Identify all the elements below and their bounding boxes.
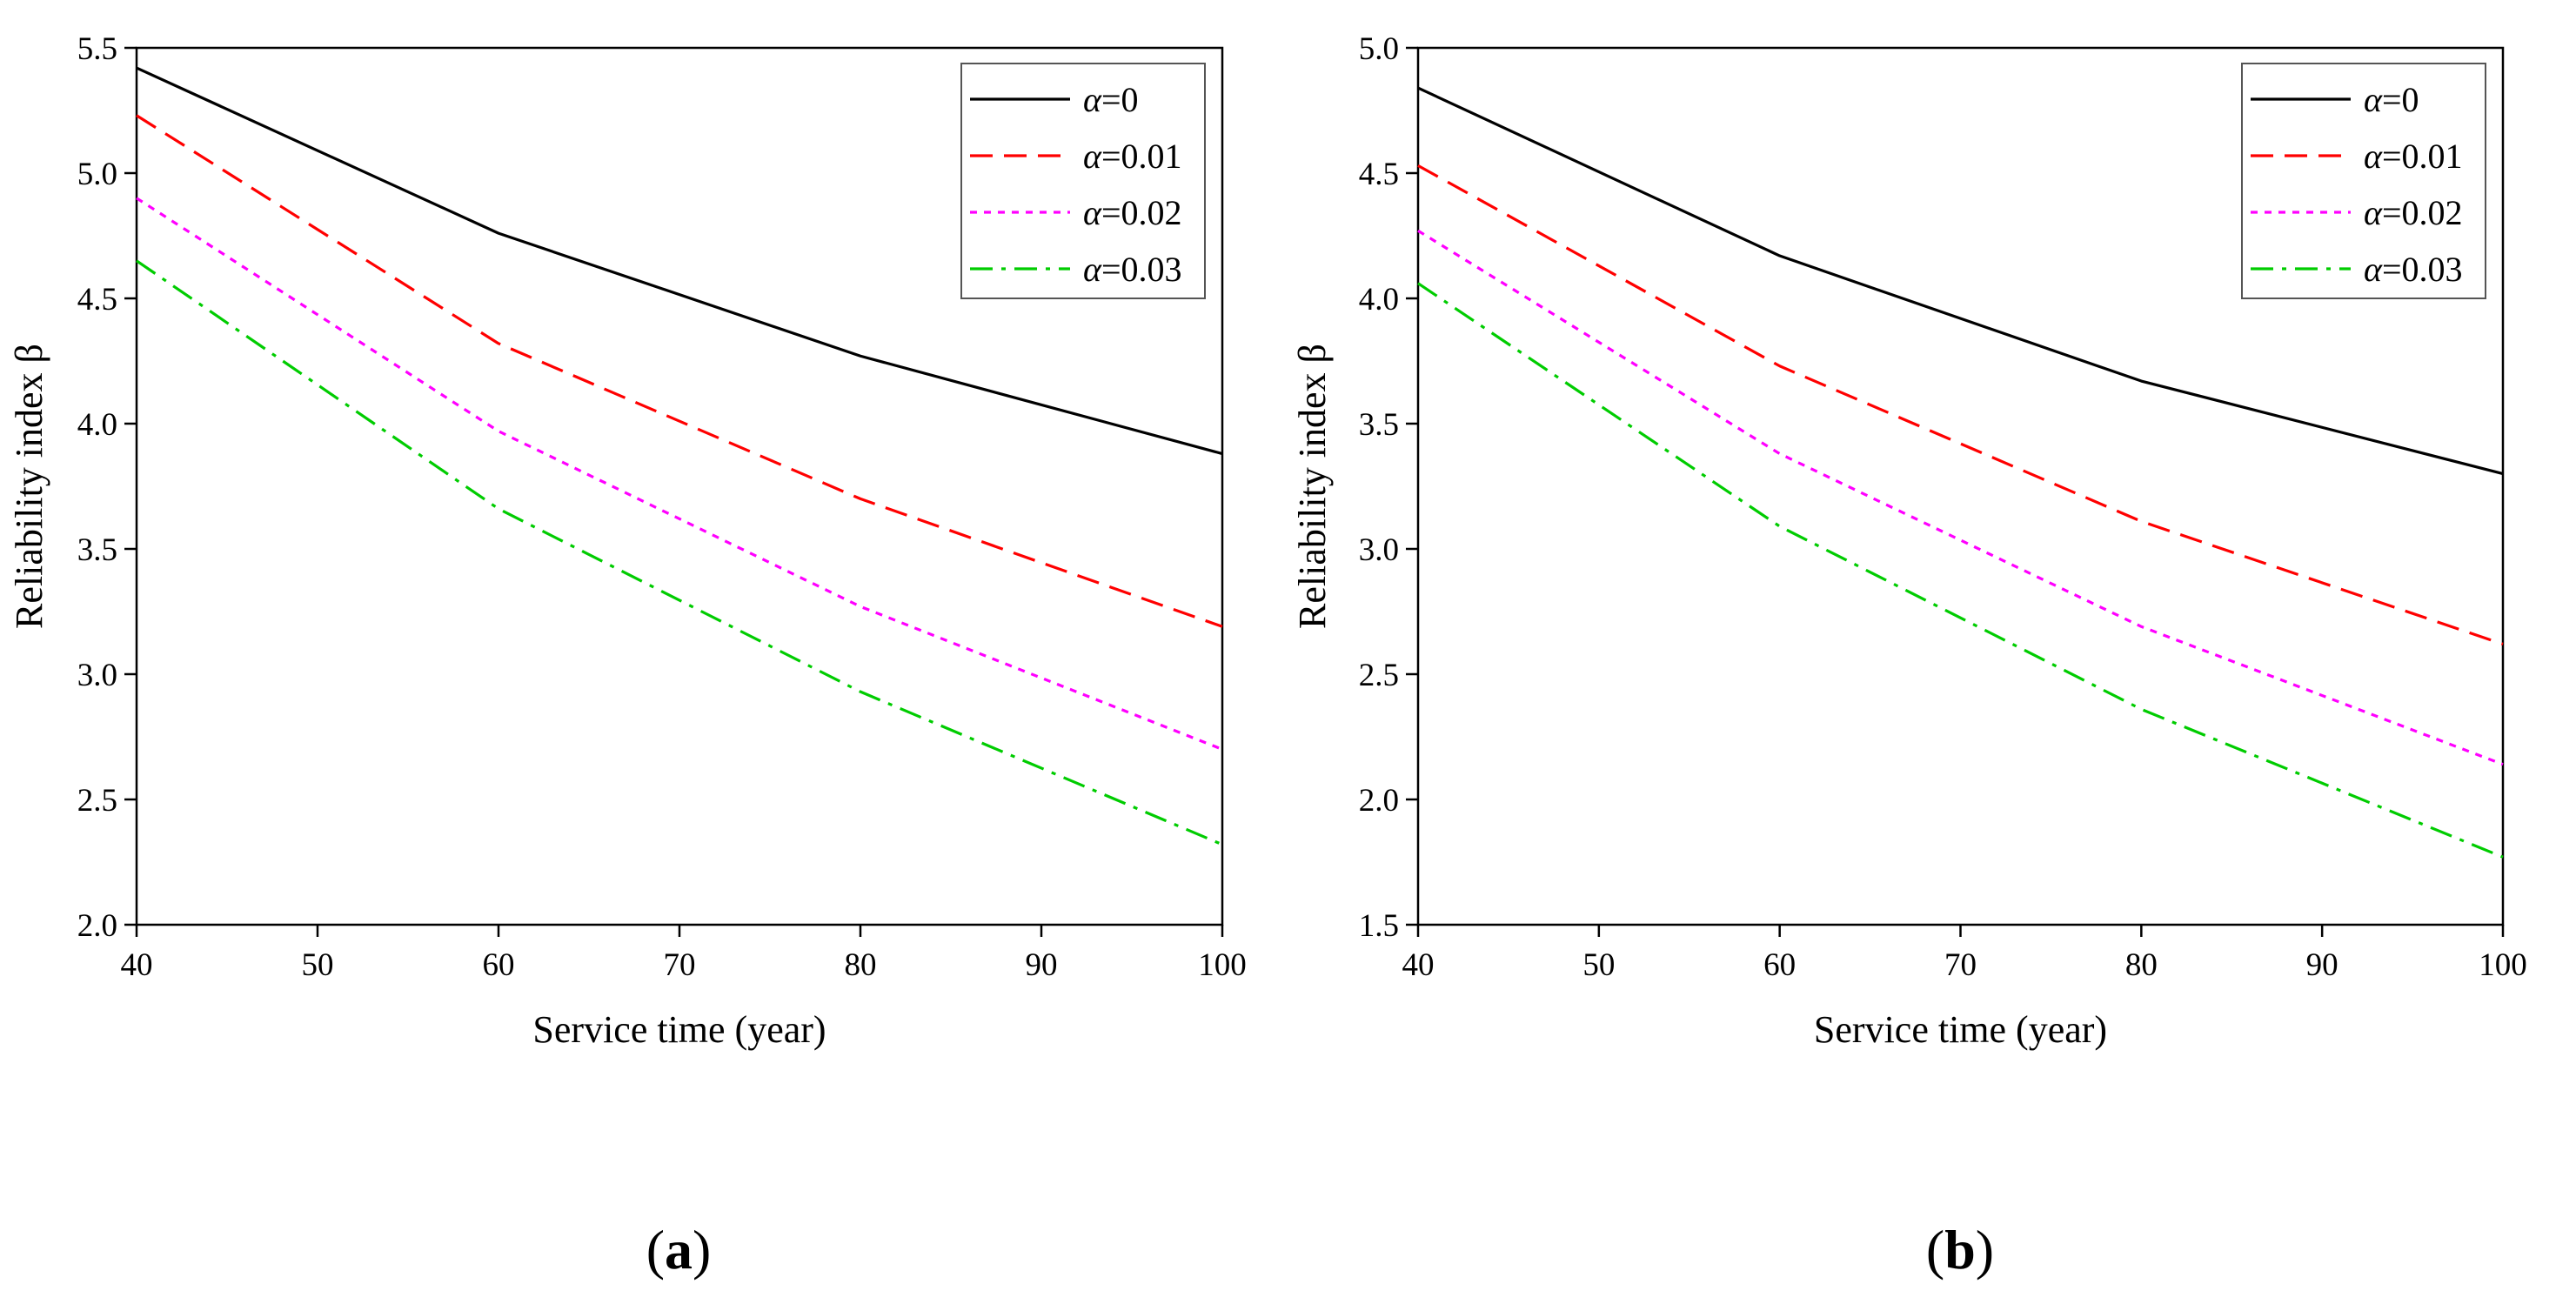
x-tick-label: 70 (664, 947, 696, 983)
legend-value: =0.03 (1101, 250, 1182, 289)
legend-value: =0.01 (2382, 137, 2463, 176)
legend-entry: α=0.02 (1083, 193, 1182, 232)
series-line-alpha-0.03 (136, 259, 1223, 846)
legend-greek: α (1083, 137, 1102, 176)
y-tick-label: 2.0 (77, 908, 117, 944)
legend-greek: α (1083, 80, 1102, 119)
x-axis-label: Service time (year) (1814, 1008, 2107, 1051)
x-tick-label: 60 (1763, 947, 1796, 983)
x-tick-label: 70 (1944, 947, 1977, 983)
x-axis-label: Service time (year) (532, 1008, 826, 1051)
y-tick-label: 5.0 (1359, 31, 1399, 67)
y-axis-label: Reliability index β (1291, 344, 1334, 629)
legend-greek: α (2364, 193, 2383, 232)
y-tick-label: 4.5 (77, 282, 117, 318)
legend: α=0α=0.01α=0.02α=0.03 (2241, 63, 2486, 299)
x-tick-label: 50 (302, 947, 334, 983)
panel-paren-open: ( (1926, 1219, 1944, 1281)
chart-panel-a: 40 50 60 70 80 90 100 2.0 2.5 3.0 3.5 4.0 4.5 5.0 5.5 S… (8, 31, 1247, 1281)
x-tick-label: 50 (1582, 947, 1615, 983)
x-tick-label: 100 (2479, 947, 2527, 983)
x-tick-label: 100 (1198, 947, 1247, 983)
legend-greek: α (1083, 250, 1102, 289)
y-tick-label: 3.5 (1359, 407, 1399, 443)
legend-entry: α=0.01 (2364, 137, 2463, 176)
x-tick-label: 40 (1402, 947, 1435, 983)
panel-label: (b) (1926, 1219, 1994, 1281)
y-tick-label: 2.5 (77, 783, 117, 819)
y-tick-label: 1.5 (1359, 908, 1399, 944)
y-tick-label: 3.5 (77, 532, 117, 568)
y-tick-label: 4.0 (77, 407, 117, 443)
legend-entry: α=0.01 (1083, 137, 1182, 176)
legend-entry: α=0 (2364, 80, 2419, 119)
legend-greek: α (2364, 137, 2383, 176)
legend-value: =0.03 (2382, 250, 2463, 289)
x-tick-label: 60 (483, 947, 515, 983)
y-axis-label: Reliability index β (8, 344, 50, 629)
legend-value: =0.01 (1101, 137, 1182, 176)
panel-paren-close: ) (1976, 1219, 1994, 1281)
chart-panel-b: 40 50 60 70 80 90 100 1.5 2.0 2.5 3.0 3.5 4.0 4.5 5.0 S… (1291, 31, 2527, 1281)
legend-greek: α (2364, 80, 2383, 119)
x-tick-label: 40 (121, 947, 153, 983)
x-tick-label: 80 (2125, 947, 2158, 983)
x-tick-label: 90 (1026, 947, 1058, 983)
legend-entry: α=0 (1083, 80, 1139, 119)
panel-paren-open: ( (646, 1219, 665, 1281)
x-tick-label: 90 (2306, 947, 2338, 983)
y-tick-label: 3.0 (77, 658, 117, 693)
panel-letter: a (665, 1219, 693, 1281)
series-line-alpha-0.01 (1417, 164, 2504, 645)
panel-label: (a) (646, 1219, 712, 1281)
y-tick-label: 2.0 (1359, 783, 1399, 819)
y-tick-label: 5.0 (77, 157, 117, 192)
panel-paren-close: ) (693, 1219, 711, 1281)
legend-value: =0.02 (1101, 193, 1182, 232)
legend-greek: α (2364, 250, 2383, 289)
y-tick-label: 3.0 (1359, 532, 1399, 568)
legend: α=0α=0.01α=0.02α=0.03 (960, 63, 1206, 299)
legend-value: =0 (1101, 80, 1139, 119)
legend-box (2241, 63, 2486, 299)
y-tick-label: 4.5 (1359, 157, 1399, 192)
series-line-alpha-0.02 (1417, 229, 2504, 766)
legend-entry: α=0.03 (2364, 250, 2463, 289)
legend-entry: α=0.02 (2364, 193, 2463, 232)
legend-box (960, 63, 1206, 299)
legend-greek: α (1083, 193, 1102, 232)
panel-letter: b (1944, 1219, 1976, 1281)
legend-value: =0.02 (2382, 193, 2463, 232)
series-line-alpha-0 (1417, 86, 2504, 476)
series-line-alpha-0.02 (136, 197, 1223, 751)
series-line-alpha-0.01 (136, 114, 1223, 628)
legend-value: =0 (2382, 80, 2419, 119)
y-tick-label: 4.0 (1359, 282, 1399, 318)
series-line-alpha-0 (136, 66, 1223, 456)
series-line-alpha-0.03 (1417, 282, 2504, 859)
y-tick-label: 5.5 (77, 31, 117, 67)
x-tick-label: 80 (845, 947, 877, 983)
legend-entry: α=0.03 (1083, 250, 1182, 289)
y-tick-label: 2.5 (1359, 658, 1399, 693)
